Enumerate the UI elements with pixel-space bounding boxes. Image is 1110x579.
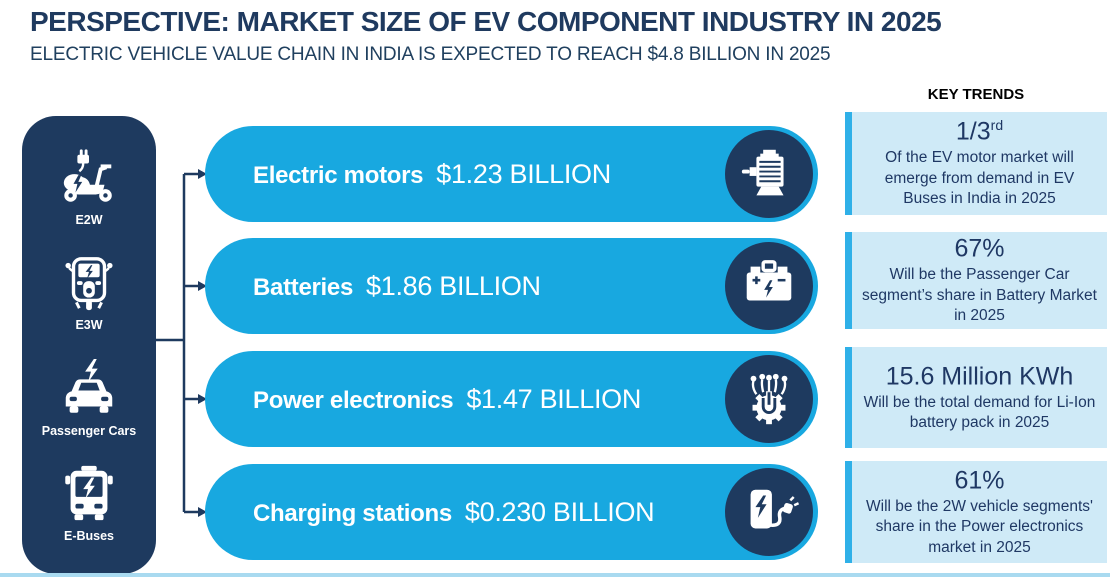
key-trends-heading: KEY TRENDS bbox=[927, 86, 1025, 103]
bus-icon bbox=[65, 465, 113, 520]
battery-icon bbox=[746, 260, 792, 301]
trend-description: Will be the total demand for Li-Ion batt… bbox=[863, 393, 1096, 432]
bar-electric-motors: Electric motors $1.23 BILLION bbox=[205, 126, 818, 222]
bar-value: $1.23 BILLION bbox=[436, 158, 611, 189]
page-subtitle: ELECTRIC VEHICLE VALUE CHAIN IN INDIA IS… bbox=[30, 44, 831, 65]
trend-card-li-ion-demand: 15.6 Million KWh Will be the total deman… bbox=[845, 347, 1107, 448]
trend-stat: 67% bbox=[954, 234, 1005, 263]
segment-label-e3w: E3W bbox=[75, 318, 103, 333]
trend-description: Of the EV motor market will emerge from … bbox=[884, 149, 1075, 208]
segment-e-buses: E-Buses bbox=[58, 463, 120, 543]
bottom-divider bbox=[0, 573, 1110, 577]
trend-description: Will be the 2W vehicle segments' share i… bbox=[866, 497, 1093, 556]
segment-passenger-cars: Passenger Cars bbox=[41, 358, 137, 438]
bar-batteries: Batteries $1.86 BILLION bbox=[205, 238, 818, 334]
bar-icon-circle bbox=[725, 355, 813, 443]
bar-power-electronics: Power electronics $1.47 BILLION bbox=[205, 351, 818, 447]
segment-label-e2w: E2W bbox=[75, 213, 103, 228]
bar-icon-circle bbox=[725, 468, 813, 556]
bar-label: Charging stations bbox=[253, 499, 452, 527]
bar-charging-stations: Charging stations $0.230 BILLION bbox=[205, 464, 818, 560]
bar-icon-circle bbox=[725, 130, 813, 218]
flow-arrows bbox=[155, 169, 207, 517]
bar-label: Electric motors bbox=[253, 161, 424, 189]
trend-description: Will be the Passenger Car segment’s shar… bbox=[862, 266, 1097, 325]
electric-motor-icon bbox=[741, 149, 784, 196]
trend-stat: 1/3rd bbox=[955, 117, 1004, 146]
bar-icon-circle bbox=[725, 242, 813, 330]
power-electronics-icon bbox=[750, 373, 788, 425]
segment-e2w: E2W bbox=[58, 147, 120, 227]
bar-value: $1.86 BILLION bbox=[366, 270, 541, 301]
page-title: PERSPECTIVE: MARKET SIZE OF EV COMPONENT… bbox=[30, 6, 942, 37]
car-icon bbox=[65, 358, 113, 413]
bar-label: Power electronics bbox=[253, 386, 454, 414]
scooter-icon bbox=[63, 149, 112, 202]
trend-stat: 61% bbox=[954, 466, 1005, 495]
trend-card-battery: 67% Will be the Passenger Car segment’s … bbox=[845, 232, 1107, 329]
bar-label: Batteries bbox=[253, 273, 354, 301]
bar-value: $1.47 BILLION bbox=[466, 383, 642, 414]
rickshaw-icon bbox=[65, 257, 113, 311]
segment-label-passenger-cars: Passenger Cars bbox=[41, 423, 137, 438]
trend-card-ev-motor: 1/3rd Of the EV motor market will emerge… bbox=[845, 112, 1107, 215]
segment-label-e-buses: E-Buses bbox=[63, 528, 115, 543]
charging-station-icon bbox=[750, 489, 800, 529]
vehicle-segments-panel: E2W E3W bbox=[22, 116, 156, 574]
segment-e3w: E3W bbox=[58, 252, 120, 332]
bar-value: $0.230 BILLION bbox=[464, 496, 655, 527]
trend-card-power-electronics: 61% Will be the 2W vehicle segments' sha… bbox=[845, 461, 1107, 563]
trend-stat: 15.6 Million KWh bbox=[885, 361, 1074, 390]
